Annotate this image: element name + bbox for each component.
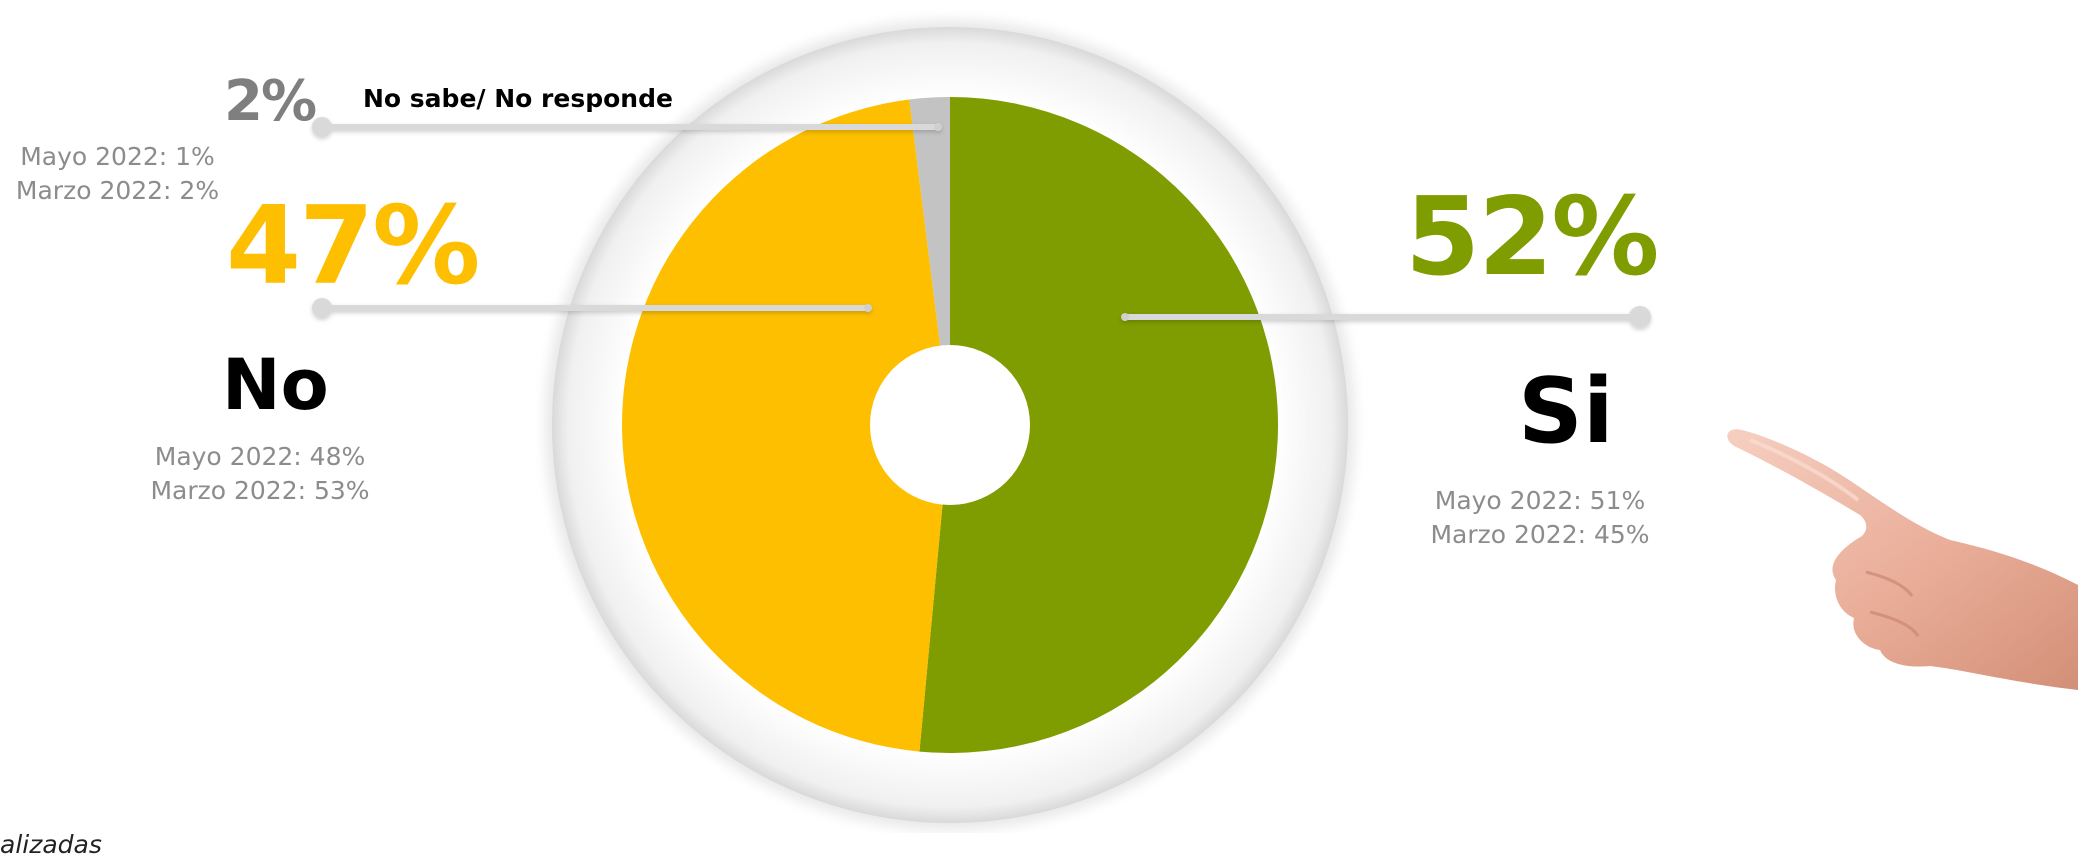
pie-slices (621, 97, 1278, 754)
comparison-si-marzo: Marzo 2022: 45% (1430, 520, 1650, 549)
category-label-no: No (222, 344, 329, 426)
pointing-hand-image (1727, 429, 2078, 690)
pie-slice-no (621, 99, 950, 752)
value-label-si: 52% (1405, 175, 1660, 300)
comparison-no-mayo: Mayo 2022: 48% (154, 442, 366, 471)
pie-chart (312, 20, 2078, 830)
leader-line-si (1121, 306, 1651, 328)
value-label-no: 47% (226, 184, 481, 309)
leader-line-no (312, 298, 872, 318)
category-label-si: Si (1518, 359, 1614, 464)
footnote: alizadas (0, 830, 102, 859)
leader-lines (312, 117, 1651, 328)
comparison-no: Mayo 2022: 48% Marzo 2022: 53% (140, 440, 380, 508)
comparison-no-sabe-mayo: Mayo 2022: 1% (20, 142, 215, 171)
leader-line-no-sabe (312, 117, 942, 137)
comparison-si-mayo: Mayo 2022: 51% (1434, 486, 1646, 515)
category-label-no-sabe: No sabe/ No responde (363, 84, 673, 113)
comparison-no-sabe: Mayo 2022: 1% Marzo 2022: 2% (10, 140, 225, 208)
comparison-si: Mayo 2022: 51% Marzo 2022: 45% (1420, 484, 1660, 552)
value-label-no-sabe: 2% (224, 69, 317, 134)
comparison-no-sabe-marzo: Marzo 2022: 2% (15, 176, 220, 205)
chart-stage: 2% No sabe/ No responde Mayo 2022: 1% Ma… (0, 20, 2078, 859)
pie-slice-si (919, 97, 1278, 754)
comparison-no-marzo: Marzo 2022: 53% (150, 476, 370, 505)
pie-slice-no-sabe-no-responde (909, 97, 950, 425)
donut-hole (870, 345, 1030, 505)
